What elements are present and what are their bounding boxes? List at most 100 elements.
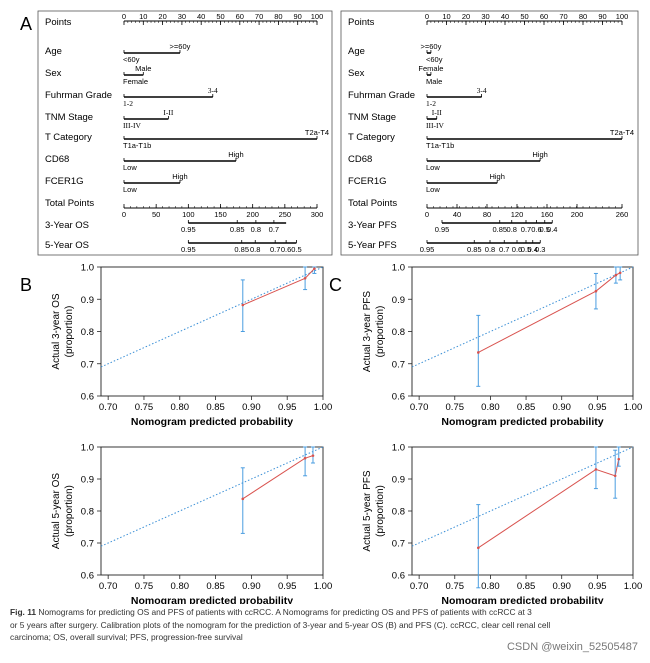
calibration-point [613,474,617,478]
calibration-line [242,268,315,306]
row-label: FCER1G [348,176,387,187]
ideal-diagonal-line [100,446,324,547]
variable-level-label: T2a-T4 [305,128,329,137]
x-tick-label: 0.70 [410,402,429,413]
points-axis-tick-label: 30 [178,12,186,21]
points-axis-tick-label: 50 [216,12,224,21]
y-tick-label: 0.9 [81,295,94,306]
calibration-plot-2: 0.70 0.75 0.80 0.85 0.90 0.95 1.00 0.6 0.7 0.8 0.9… [362,263,642,429]
nomogram-frame [340,10,639,256]
row-label: TNM Stage [45,112,93,123]
calibration-point [311,454,315,457]
row-label: Sex [45,68,62,79]
ideal-diagonal-line [100,266,324,368]
points-axis-tick-label: 50 [520,12,528,21]
row-label: Age [45,46,62,57]
calibration-point [594,289,598,293]
outcome-tick-label: 0.7 [499,245,509,254]
calibration-point [477,351,480,354]
points-axis-tick-label: 70 [255,12,263,21]
figure-canvas: A B C Points Age Sex Fuhrman Grade TNM Stage T C… [20,10,642,608]
variable-level-label: I-II [163,108,173,117]
points-axis-tick-label: 20 [158,12,166,21]
calibration-point [614,273,618,277]
calibration-plot-4: 0.70 0.75 0.80 0.85 0.90 0.95 1.00 0.6 0.7 0.8 0.9… [362,443,642,608]
x-tick-label: 0.95 [588,402,607,413]
y-axis-label-unit: (proportion) [64,485,75,537]
points-axis-tick-label: 100 [311,12,324,21]
variable-level-label: Male [135,64,151,73]
y-tick-label: 0.8 [81,507,94,518]
y-tick-label: 1.0 [392,263,405,274]
variable-level-label: >=60y [170,42,191,51]
y-tick-label: 0.8 [392,327,405,338]
outcome-tick-label: 0.4 [528,245,538,254]
x-tick-label: 0.70 [99,402,118,413]
variable-level-label: High [228,150,243,159]
plot-frame [411,446,634,576]
y-tick-label: 0.7 [392,539,405,550]
row-label: T Category [45,132,92,143]
outcome-tick-label: 0.8 [251,225,261,234]
y-tick-label: 1.0 [392,443,405,454]
variable-level-label: <60y [123,55,140,64]
points-axis-tick-label: 10 [442,12,450,21]
x-tick-label: 0.80 [171,581,190,592]
variable-level-label: III-IV [123,121,141,130]
row-label: Total Points [45,198,94,209]
variable-level-label: Low [426,163,440,172]
points-axis-tick-label: 40 [501,12,509,21]
variable-level-label: Low [123,185,137,194]
x-axis-label: Nomogram predicted probability [441,595,603,604]
outcome-tick-label: 0.95 [181,245,196,254]
x-tick-label: 1.00 [314,402,333,413]
y-tick-label: 0.6 [392,392,405,403]
outcome-tick-label: 0.95 [420,245,435,254]
outcome-tick-label: 0.85 [234,245,249,254]
plot-frame [100,266,324,397]
calibration-point [303,276,307,280]
outcome-tick-label: 0.3 [535,245,545,254]
outcome-tick-label: 0.8 [485,245,495,254]
total-points-tick-label: 80 [483,210,491,219]
row-label: 5-Year PFS [348,240,397,251]
calibration-line [242,455,314,500]
points-axis-tick-label: 80 [274,12,282,21]
variable-level-label: Male [426,77,442,86]
y-axis-label: Actual 3-year OS [51,293,62,369]
outcome-tick-label: 0.6 [281,245,291,254]
y-tick-label: 0.6 [392,571,405,582]
total-points-tick-label: 150 [214,210,227,219]
plot-frame [100,446,324,576]
outcome-tick-label: 0.5 [521,245,531,254]
row-label: 3-Year PFS [348,220,397,231]
variable-level-label: High [532,150,547,159]
points-axis-tick-label: 90 [294,12,302,21]
y-axis-label-unit: (proportion) [375,485,386,537]
caption-line-2: or 5 years after surgery. Calibration pl… [10,619,551,630]
calibration-point [313,267,316,270]
variable-level-label: 1-2 [123,99,133,108]
variable-level-label: High [489,172,504,181]
points-axis-tick-label: 40 [197,12,205,21]
total-points-tick-label: 0 [122,210,126,219]
variable-level-label: T1a-T1b [426,141,454,150]
row-label: CD68 [45,154,69,165]
figure-caption: Fig. 11 Nomograms for predicting OS and … [10,606,640,644]
nomogram-1: Points Age Sex Fuhrman Grade TNM Stage T Cate… [37,10,333,256]
row-label: 5-Year OS [45,240,89,251]
row-label: T Category [348,132,395,143]
row-label: CD68 [348,154,372,165]
y-tick-label: 0.9 [81,475,94,486]
total-points-tick-label: 120 [511,210,524,219]
row-label: Points [45,17,72,28]
x-tick-label: 0.80 [481,581,500,592]
points-axis-tick-label: 0 [425,12,429,21]
panel-label-b: B [20,275,32,295]
x-tick-label: 1.00 [314,581,333,592]
outcome-tick-label: 0.8 [250,245,260,254]
x-tick-label: 0.90 [552,402,571,413]
calibration-plot-1: 0.70 0.75 0.80 0.85 0.90 0.95 1.00 0.6 0.7 0.8 0.9… [51,263,332,429]
total-points-tick-label: 250 [279,210,292,219]
outcome-tick-label: 0.7 [521,225,531,234]
